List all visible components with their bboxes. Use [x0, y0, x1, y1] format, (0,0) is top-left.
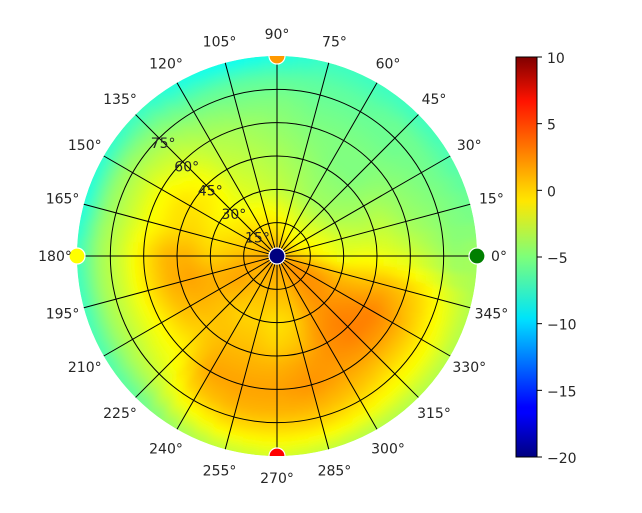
- angular-gridline: [103, 255, 278, 357]
- angular-tick-label: 150°: [68, 138, 102, 154]
- angular-gridline: [176, 82, 278, 257]
- radial-tick-label: 45°: [198, 183, 223, 199]
- angular-tick-label: 180°: [38, 249, 72, 265]
- angular-gridline: [276, 114, 419, 257]
- angular-tick-label: 315°: [417, 406, 451, 422]
- angular-tick-label: 30°: [457, 138, 482, 154]
- colorbar-tick-label: 5: [547, 118, 556, 134]
- angular-tick-labels: 0° 15° 30° 45° 60° 75° 90° 105° 120° 135° 150° 165°…: [38, 27, 508, 487]
- angular-tick-label: 330°: [452, 360, 486, 376]
- angular-tick-label: 240°: [149, 441, 183, 457]
- radial-tick-label: 30°: [221, 207, 246, 223]
- marker-point: [68, 247, 86, 265]
- angular-tick-label: 285°: [318, 463, 352, 479]
- angular-tick-label: 15°: [479, 192, 504, 208]
- angular-gridline: [276, 255, 330, 450]
- angular-tick-label: 345°: [475, 306, 509, 322]
- angular-tick-label: 45°: [422, 92, 447, 108]
- radial-tick-label: 60°: [174, 160, 199, 176]
- colorbar-tick-label: 10: [547, 51, 565, 67]
- marker-point: [268, 247, 286, 265]
- colorbar-tick-label: −20: [547, 451, 577, 467]
- angular-tick-label: 135°: [103, 92, 137, 108]
- angular-tick-label: 60°: [376, 57, 401, 73]
- marker-point: [468, 247, 486, 265]
- angular-tick-label: 270°: [260, 471, 294, 487]
- angular-gridline: [276, 82, 378, 257]
- angular-gridline: [276, 255, 378, 430]
- angular-gridline: [83, 255, 278, 309]
- angular-gridline: [176, 255, 278, 430]
- colorbar-tick-label: −5: [547, 251, 568, 267]
- angular-gridline: [83, 203, 278, 257]
- colorbar-gradient: [515, 56, 538, 458]
- radial-tick-labels: 15° 30° 45° 60° 75°: [151, 136, 270, 246]
- angular-tick-label: 225°: [103, 406, 137, 422]
- colorbar-tick-label: −10: [547, 318, 577, 334]
- colorbar-tick-label: 0: [547, 184, 556, 200]
- colorbar: 10 5 0 −5 −10 −15 −20: [515, 51, 577, 467]
- marker-points: [57, 36, 497, 476]
- angular-tick-label: 195°: [46, 306, 80, 322]
- angular-tick-label: 255°: [203, 463, 237, 479]
- angular-tick-label: 75°: [322, 35, 347, 51]
- colorbar-ticks: 10 5 0 −5 −10 −15 −20: [537, 51, 577, 467]
- angular-gridline: [276, 155, 451, 257]
- angular-tick-label: 165°: [46, 192, 80, 208]
- angular-gridline: [135, 255, 278, 398]
- angular-tick-label: 120°: [149, 57, 183, 73]
- radial-tick-label: 75°: [151, 136, 176, 152]
- angular-gridline: [103, 155, 278, 257]
- angular-tick-label: 210°: [68, 360, 102, 376]
- angular-gridline: [276, 255, 471, 309]
- angular-gridline: [276, 255, 451, 357]
- angular-tick-label: 90°: [265, 27, 290, 43]
- angular-gridline: [276, 62, 330, 257]
- polar-axes: 0° 15° 30° 45° 60° 75° 90° 105° 120° 135° 150° 165°…: [38, 27, 508, 487]
- polar-grid: [77, 56, 477, 456]
- angular-gridline: [224, 255, 278, 450]
- angular-gridline: [224, 62, 278, 257]
- angular-gridline: [135, 114, 278, 257]
- angular-tick-label: 0°: [491, 249, 507, 265]
- angular-gridline: [276, 255, 419, 398]
- colorbar-tick-label: −15: [547, 384, 577, 400]
- angular-gridline: [276, 203, 471, 257]
- angular-tick-label: 300°: [371, 441, 405, 457]
- angular-tick-label: 105°: [203, 35, 237, 51]
- radial-tick-label: 15°: [245, 230, 270, 246]
